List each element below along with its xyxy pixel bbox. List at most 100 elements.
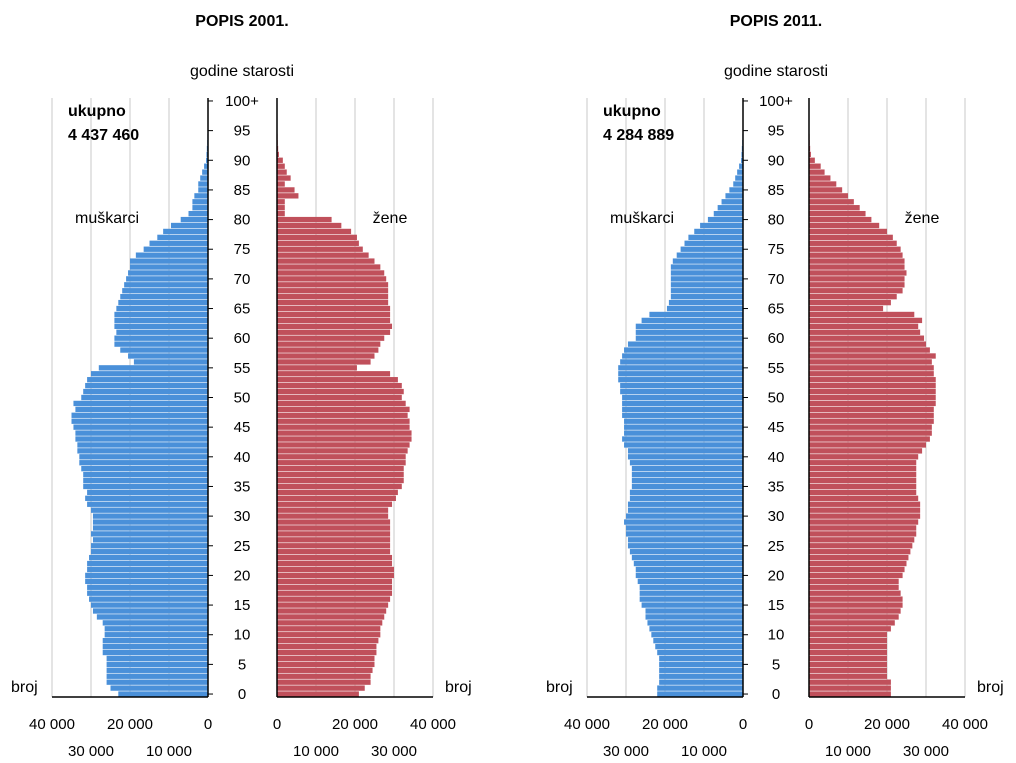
female-bar	[809, 608, 901, 614]
female-bar	[809, 216, 872, 223]
age-tick-label: 25	[234, 538, 251, 555]
female-bar	[809, 471, 917, 478]
male-bar	[202, 169, 208, 175]
female-bar	[809, 258, 905, 264]
female-bar	[277, 483, 402, 490]
male-bar	[104, 626, 208, 632]
x-tick-label: 10 000	[825, 743, 871, 760]
female-bar	[809, 560, 907, 567]
male-bar	[98, 365, 208, 371]
female-bar	[277, 199, 285, 205]
male-bar	[89, 596, 208, 602]
male-bar	[670, 276, 743, 282]
age-tick-label: 40	[768, 449, 785, 466]
male-bar	[122, 288, 208, 294]
female-bar	[809, 495, 919, 501]
age-tick-label: 70	[234, 271, 251, 288]
legend-male: muškarci	[610, 210, 674, 227]
female-bar	[277, 288, 389, 294]
male-bar	[206, 151, 208, 158]
female-bar	[277, 252, 369, 258]
male-bar	[114, 317, 208, 324]
female-bar	[277, 495, 396, 501]
female-bar	[809, 240, 897, 246]
x-tick-label: 20 000	[332, 716, 378, 733]
male-bar	[116, 329, 208, 335]
male-bar	[87, 566, 208, 573]
x-tick-label: 10 000	[293, 743, 339, 760]
x-tick-label: 30 000	[68, 743, 114, 760]
female-bar	[277, 572, 394, 579]
age-tick-label: 10	[234, 627, 251, 644]
female-bar	[277, 388, 404, 395]
male-bar	[83, 483, 208, 490]
female-bar	[277, 294, 389, 300]
male-bar	[133, 359, 208, 365]
male-bar	[114, 323, 208, 329]
age-tick-label: 35	[234, 478, 251, 495]
male-bar	[627, 543, 743, 549]
female-bar	[277, 353, 375, 359]
female-bar	[809, 572, 903, 579]
male-bar	[629, 495, 743, 501]
male-bar	[622, 353, 743, 359]
male-bar	[657, 685, 743, 691]
pyramid-2011: 0 5 10 15 20 25 30 35 40 45 50 55 60 65 70 75 80 85 90 95 10…	[546, 13, 1004, 760]
female-bar	[809, 187, 843, 193]
male-bar	[96, 614, 208, 620]
male-bar	[635, 572, 743, 579]
male-bar	[91, 549, 208, 555]
age-tick-label: 50	[234, 390, 251, 407]
male-bar	[659, 679, 743, 685]
male-bar	[200, 175, 208, 181]
female-bar	[809, 193, 848, 199]
female-bar	[277, 412, 408, 418]
female-bar	[809, 637, 887, 644]
male-bar	[639, 584, 743, 590]
male-bar	[85, 572, 208, 579]
female-bar	[277, 187, 295, 193]
female-bar	[277, 365, 357, 371]
y-axis-label: godine starosti	[724, 63, 828, 80]
female-bar	[809, 531, 917, 537]
female-bar	[809, 264, 905, 270]
age-tick-label: 95	[768, 123, 785, 140]
male-bar	[102, 649, 208, 656]
female-bar	[277, 371, 391, 377]
male-bar	[739, 163, 743, 169]
male-bar	[680, 246, 743, 252]
female-bar	[809, 329, 921, 335]
male-bar	[89, 554, 208, 561]
age-tick-label: 75	[234, 241, 251, 258]
female-bar	[277, 228, 352, 235]
x-axis-label-left: broj	[11, 679, 38, 696]
x-tick-label: 40 000	[942, 716, 988, 733]
male-bar	[91, 371, 208, 377]
male-bar	[624, 442, 743, 448]
male-bar	[102, 643, 208, 650]
male-bar	[92, 513, 208, 519]
male-bar	[92, 537, 208, 543]
female-bar	[809, 667, 887, 673]
male-bar	[71, 412, 208, 418]
female-bar	[809, 175, 831, 181]
female-bar	[809, 276, 905, 282]
female-bar	[277, 655, 375, 662]
male-bar	[700, 222, 743, 229]
female-bar	[809, 317, 923, 324]
male-bar	[92, 525, 208, 531]
age-tick-label: 0	[238, 686, 246, 703]
female-bar	[809, 537, 915, 543]
female-bar	[277, 560, 393, 567]
age-tick-label: 85	[234, 182, 251, 199]
age-tick-label: 65	[768, 301, 785, 318]
male-bar	[130, 258, 208, 264]
female-bar	[809, 554, 909, 561]
male-bar	[124, 282, 208, 288]
female-bar	[809, 246, 901, 252]
male-bar	[737, 169, 743, 175]
male-bar	[627, 448, 743, 454]
female-bar	[277, 317, 391, 324]
age-tick-label: 30	[768, 508, 785, 525]
